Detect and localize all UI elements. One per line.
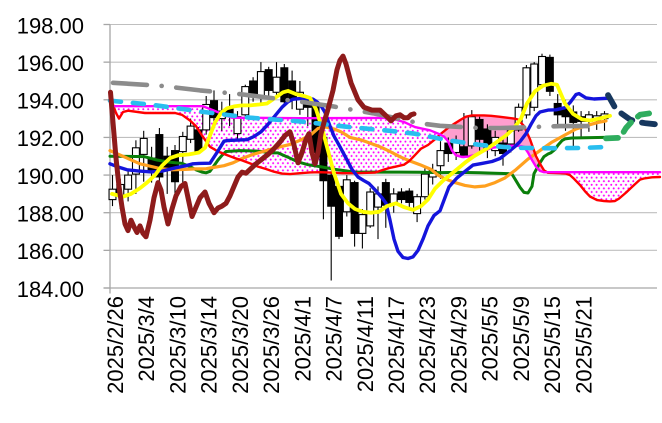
svg-text:2025/3/10: 2025/3/10: [165, 296, 190, 394]
svg-text:2025/3/4: 2025/3/4: [134, 296, 159, 382]
svg-text:184.00: 184.00: [17, 277, 84, 302]
svg-text:196.00: 196.00: [17, 51, 84, 76]
svg-text:2025/4/7: 2025/4/7: [322, 296, 347, 382]
svg-text:2025/5/5: 2025/5/5: [478, 296, 503, 382]
svg-text:2025/4/11: 2025/4/11: [353, 296, 378, 392]
svg-text:2025/5/9: 2025/5/9: [509, 296, 534, 382]
svg-text:190.00: 190.00: [17, 164, 84, 189]
svg-text:188.00: 188.00: [17, 202, 84, 227]
svg-text:2025/4/17: 2025/4/17: [384, 296, 409, 394]
svg-text:2025/5/21: 2025/5/21: [571, 296, 596, 394]
svg-text:2025/3/26: 2025/3/26: [259, 296, 284, 394]
svg-text:2025/4/29: 2025/4/29: [447, 296, 472, 394]
svg-text:2025/3/20: 2025/3/20: [228, 296, 253, 394]
svg-text:194.00: 194.00: [17, 89, 84, 114]
svg-text:2025/5/15: 2025/5/15: [540, 296, 565, 394]
svg-text:192.00: 192.00: [17, 126, 84, 151]
svg-text:198.00: 198.00: [17, 13, 84, 38]
svg-text:186.00: 186.00: [17, 239, 84, 264]
svg-text:2025/4/23: 2025/4/23: [415, 296, 440, 394]
svg-text:2025/2/26: 2025/2/26: [103, 296, 128, 394]
svg-text:2025/3/14: 2025/3/14: [197, 296, 222, 394]
svg-text:2025/4/1: 2025/4/1: [290, 296, 315, 382]
